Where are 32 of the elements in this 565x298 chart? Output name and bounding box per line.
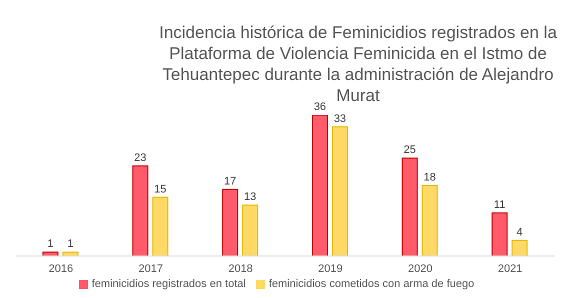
x-tick-label: 2018 — [228, 262, 253, 275]
data-label: 15 — [154, 183, 166, 196]
data-label: 13 — [244, 191, 256, 204]
bar — [42, 252, 58, 256]
data-label: 1 — [47, 238, 54, 250]
legend-label: feminicidios registrados en total — [92, 278, 246, 290]
bar — [62, 252, 78, 256]
bar — [152, 196, 168, 256]
data-label: 1 — [67, 238, 74, 250]
x-tick-label: 2019 — [318, 262, 343, 275]
bar — [222, 188, 238, 256]
data-label: 36 — [314, 101, 326, 113]
x-tick-label: 2020 — [408, 262, 432, 275]
bar — [132, 165, 148, 256]
bar — [402, 158, 418, 256]
legend-label: feminicidios cometidos con arma de fuego — [268, 278, 474, 290]
data-label: 25 — [404, 144, 416, 156]
bar — [332, 126, 348, 256]
data-label: 17 — [224, 175, 236, 188]
x-tick-label: 2021 — [498, 262, 522, 275]
bar — [512, 240, 528, 256]
x-tick-label: 2016 — [48, 262, 74, 275]
data-label: 18 — [424, 172, 436, 184]
bar — [242, 204, 258, 256]
x-tick-label: 2017 — [138, 262, 163, 275]
bar — [492, 212, 508, 256]
data-label: 23 — [134, 152, 146, 164]
data-label: 33 — [334, 112, 346, 125]
data-label: 11 — [494, 198, 506, 211]
data-label: 4 — [516, 226, 523, 238]
bar — [422, 185, 438, 256]
bar — [312, 115, 328, 256]
